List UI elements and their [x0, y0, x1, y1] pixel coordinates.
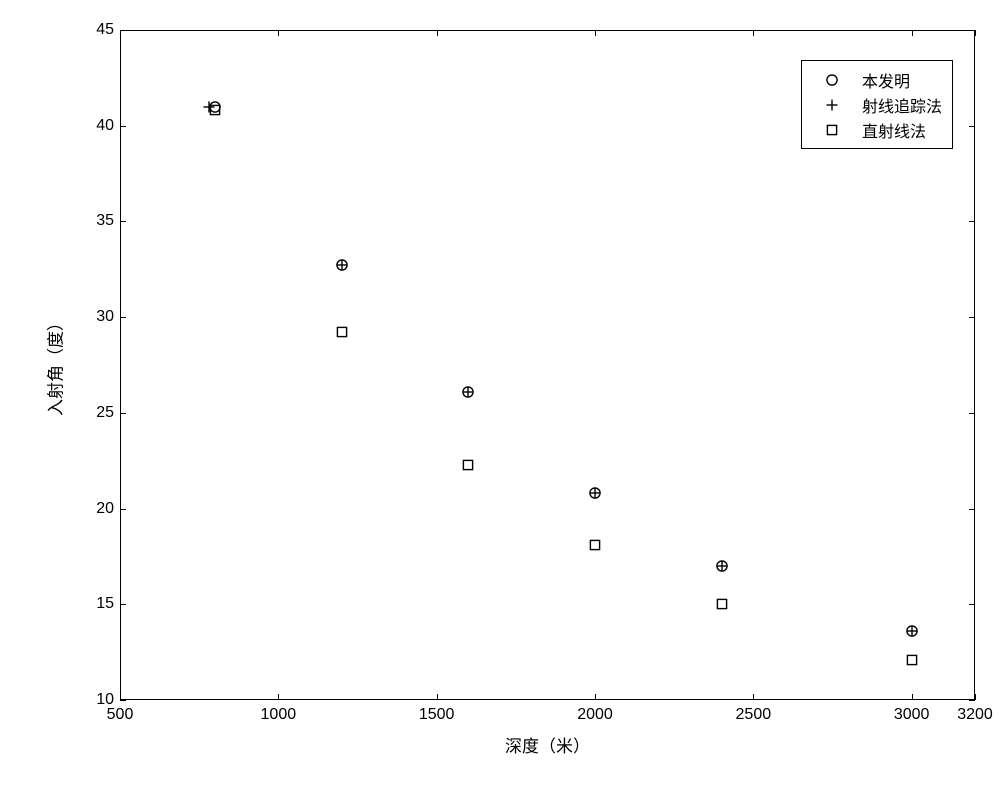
- x-tick-mark: [753, 694, 754, 700]
- y-tick-mark: [969, 509, 975, 510]
- y-tick-mark: [120, 126, 126, 127]
- x-tick-label: 1000: [261, 706, 297, 724]
- x-tick-label: 3200: [957, 706, 993, 724]
- y-tick-label: 10: [86, 691, 114, 709]
- x-tick-mark: [912, 694, 913, 700]
- y-tick-label: 25: [86, 404, 114, 422]
- legend-item: 直射线法: [812, 117, 942, 142]
- x-axis-label: 深度（米）: [505, 732, 590, 757]
- legend-label: 本发明: [862, 68, 910, 92]
- x-tick-mark: [595, 30, 596, 36]
- x-tick-mark: [975, 30, 976, 36]
- y-axis-label: 入射角（度）: [42, 314, 67, 416]
- y-tick-mark: [969, 413, 975, 414]
- x-tick-mark: [437, 30, 438, 36]
- legend-item: 射线追踪法: [812, 92, 942, 117]
- y-tick-label: 45: [86, 21, 114, 39]
- y-tick-mark: [120, 604, 126, 605]
- y-tick-label: 40: [86, 117, 114, 135]
- y-tick-mark: [120, 413, 126, 414]
- legend-label: 射线追踪法: [862, 93, 942, 117]
- chart-container: 深度（米） 入射角（度） 本发明射线追踪法直射线法 50010001500200…: [0, 0, 1000, 793]
- x-tick-mark: [912, 30, 913, 36]
- x-tick-label: 1500: [419, 706, 455, 724]
- y-tick-mark: [969, 221, 975, 222]
- legend: 本发明射线追踪法直射线法: [801, 60, 953, 149]
- x-tick-label: 3000: [894, 706, 930, 724]
- y-tick-label: 20: [86, 500, 114, 518]
- y-tick-mark: [969, 30, 975, 31]
- legend-swatch: [812, 95, 852, 115]
- y-tick-label: 15: [86, 595, 114, 613]
- y-tick-label: 35: [86, 212, 114, 230]
- y-tick-mark: [120, 509, 126, 510]
- x-tick-mark: [437, 694, 438, 700]
- x-tick-mark: [278, 30, 279, 36]
- y-tick-mark: [969, 126, 975, 127]
- y-tick-mark: [969, 700, 975, 701]
- legend-swatch: [812, 70, 852, 90]
- y-tick-mark: [120, 221, 126, 222]
- x-tick-mark: [595, 694, 596, 700]
- y-tick-mark: [969, 604, 975, 605]
- legend-item: 本发明: [812, 67, 942, 92]
- x-tick-mark: [975, 694, 976, 700]
- y-tick-label: 30: [86, 308, 114, 326]
- y-tick-mark: [969, 317, 975, 318]
- x-tick-mark: [753, 30, 754, 36]
- x-tick-label: 2500: [736, 706, 772, 724]
- x-tick-mark: [278, 694, 279, 700]
- legend-swatch: [812, 120, 852, 140]
- y-tick-mark: [120, 700, 126, 701]
- y-tick-mark: [120, 30, 126, 31]
- y-tick-mark: [120, 317, 126, 318]
- legend-label: 直射线法: [862, 118, 926, 142]
- x-tick-label: 2000: [577, 706, 613, 724]
